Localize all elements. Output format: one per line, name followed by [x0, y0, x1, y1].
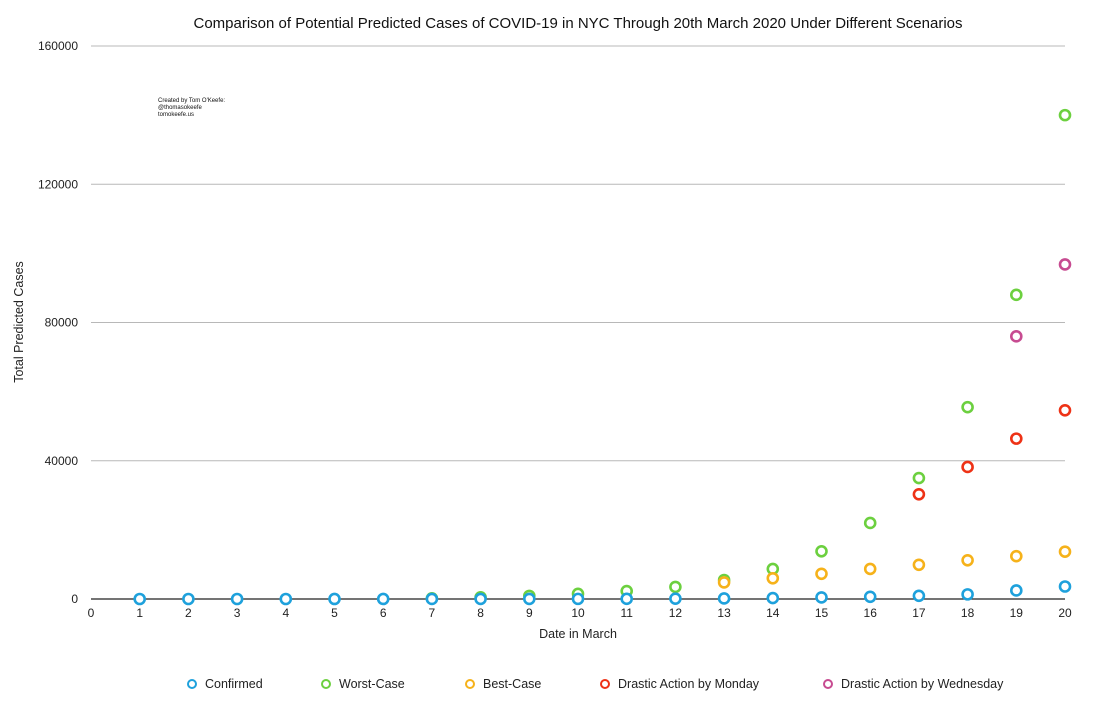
x-tick-label: 3 — [234, 606, 241, 620]
point-confirmed — [474, 592, 487, 606]
legend-label: Confirmed — [205, 677, 263, 691]
x-tick-label: 11 — [620, 606, 633, 620]
point-confirmed — [522, 592, 536, 606]
point-confirmed — [376, 592, 390, 606]
x-tick-label: 10 — [571, 606, 585, 620]
point-best-case — [961, 553, 974, 567]
point-drastic-action-by-monday — [961, 460, 974, 474]
point-worst-case — [669, 580, 682, 594]
point-confirmed — [425, 592, 439, 606]
point-confirmed — [815, 591, 828, 604]
point-confirmed — [717, 592, 731, 605]
point-best-case — [717, 576, 731, 589]
legend-marker — [187, 679, 197, 689]
legend-marker — [823, 679, 833, 689]
point-drastic-action-by-wednesday — [1058, 258, 1072, 271]
point-worst-case — [863, 516, 877, 530]
x-axis-label: Date in March — [539, 627, 617, 641]
point-worst-case — [1009, 288, 1023, 302]
point-confirmed — [1058, 580, 1072, 593]
legend-label: Best-Case — [483, 677, 541, 691]
credit-line-2: @thomasokeefe — [158, 105, 202, 111]
y-tick-label: 0 — [71, 592, 78, 606]
x-tick-label: 8 — [477, 606, 484, 620]
x-tick-label: 13 — [717, 606, 731, 620]
legend-label: Worst-Case — [339, 677, 405, 691]
x-tick-label: 2 — [185, 606, 192, 620]
point-best-case — [766, 571, 780, 585]
point-confirmed — [766, 591, 780, 605]
point-confirmed — [182, 592, 195, 606]
x-tick-label: 16 — [864, 606, 878, 620]
point-best-case — [1058, 545, 1072, 558]
point-worst-case — [912, 471, 926, 485]
point-drastic-action-by-monday — [1009, 432, 1023, 445]
legend-marker — [465, 679, 475, 689]
x-tick-label: 19 — [1010, 606, 1024, 620]
chart-title: Comparison of Potential Predicted Cases … — [194, 15, 963, 32]
point-worst-case — [1058, 108, 1072, 122]
x-tick-label: 4 — [282, 606, 289, 620]
point-confirmed — [961, 588, 974, 601]
point-worst-case — [815, 545, 828, 558]
legend-marker — [600, 679, 610, 689]
point-confirmed — [571, 592, 585, 606]
data-points — [133, 108, 1072, 606]
x-tick-label: 18 — [961, 606, 975, 620]
x-tick-label: 6 — [380, 606, 387, 620]
y-tick-label: 80000 — [45, 316, 79, 330]
point-best-case — [863, 562, 877, 576]
point-drastic-action-by-wednesday — [1009, 330, 1023, 343]
x-tick-label: 20 — [1058, 606, 1072, 620]
y-axis-ticks: 0 40000 80000 120000 160000 — [38, 39, 78, 606]
x-tick-label: 15 — [815, 606, 829, 620]
y-axis-label: Total Predicted Cases — [12, 261, 26, 383]
point-confirmed — [863, 590, 877, 604]
x-axis-ticks: 0 1 2 3 4 5 6 7 8 9 10 11 12 13 14 15 16 17 18 19 20 — [88, 606, 1072, 620]
y-tick-label: 40000 — [45, 454, 79, 468]
point-confirmed — [230, 592, 244, 606]
legend: Confirmed Worst-Case Best-Case Drastic Acti… — [187, 677, 1004, 691]
x-tick-label: 9 — [526, 606, 533, 620]
point-drastic-action-by-monday — [1058, 403, 1072, 417]
point-confirmed — [279, 592, 293, 606]
legend-marker — [321, 679, 331, 689]
point-confirmed — [669, 592, 682, 605]
point-worst-case — [961, 400, 974, 414]
y-tick-label: 120000 — [38, 177, 78, 191]
x-tick-label: 5 — [331, 606, 338, 620]
point-best-case — [1009, 549, 1023, 563]
credit-line-1: Created by Tom O'Keefe: — [158, 98, 225, 104]
point-confirmed — [133, 592, 146, 606]
x-tick-label: 12 — [669, 606, 683, 620]
x-tick-label: 14 — [766, 606, 780, 620]
legend-label: Drastic Action by Wednesday — [841, 677, 1004, 691]
x-tick-label: 7 — [429, 606, 436, 620]
point-confirmed — [912, 589, 926, 603]
x-tick-label: 1 — [136, 606, 143, 620]
legend-label: Drastic Action by Monday — [618, 677, 760, 691]
x-tick-label: 0 — [88, 606, 95, 620]
grid-lines — [91, 45, 1065, 600]
point-drastic-action-by-monday — [912, 487, 926, 501]
point-confirmed — [328, 592, 341, 606]
point-best-case — [912, 558, 926, 572]
x-tick-label: 17 — [912, 606, 926, 620]
point-confirmed — [1009, 584, 1023, 597]
point-confirmed — [620, 592, 634, 606]
credit-line-3: tomokeefe.us — [158, 112, 194, 118]
point-best-case — [815, 567, 828, 581]
y-tick-label: 160000 — [38, 39, 78, 53]
